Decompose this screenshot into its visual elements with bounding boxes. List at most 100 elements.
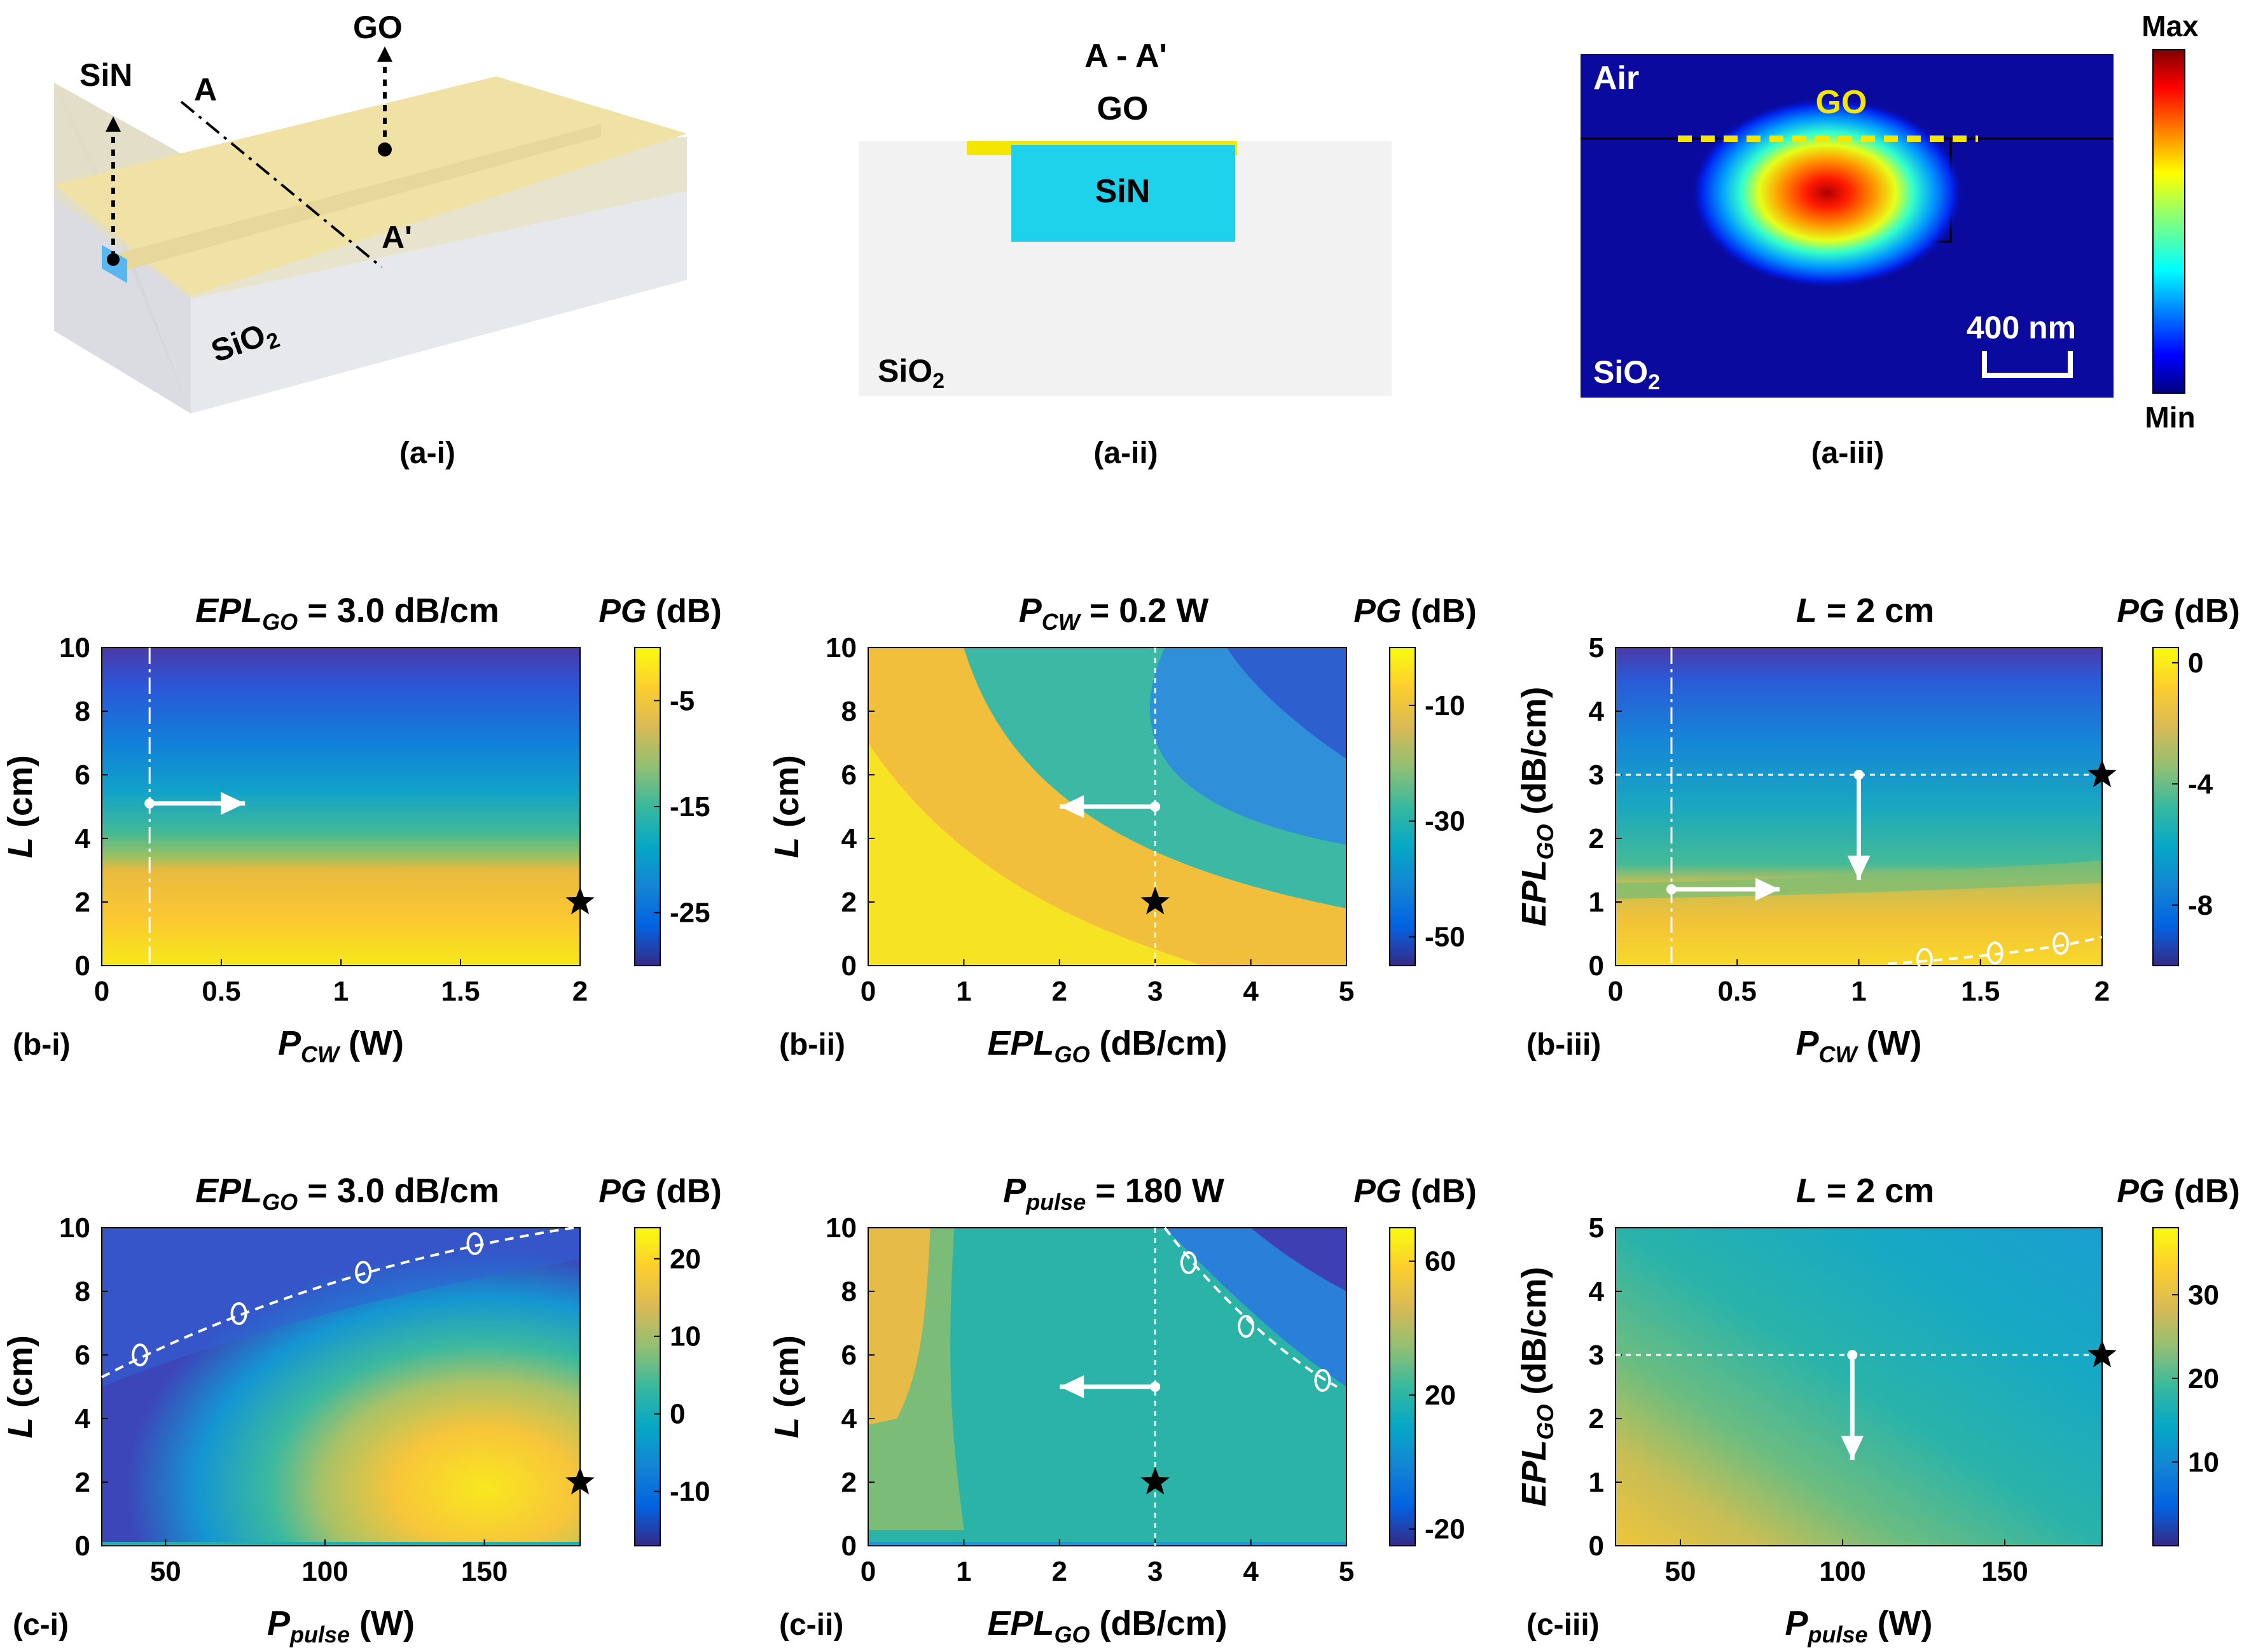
sin-core — [1011, 145, 1235, 242]
x-tick-label: 1 — [1851, 976, 1866, 1007]
optimum-star — [1140, 1467, 1170, 1495]
panel-label: (b-i) — [13, 1028, 71, 1062]
colorbar-tick-label: -15 — [670, 791, 710, 823]
y-tick-label: 4 — [1589, 1276, 1605, 1307]
x-tick-label: 1 — [333, 976, 349, 1007]
panel-a-i: SiN GO A A' SiO2 (a-i) — [54, 10, 687, 470]
contour-label — [1916, 948, 1933, 971]
optimum-star — [565, 1467, 595, 1495]
colorbar-tick-label: 30 — [2188, 1279, 2219, 1310]
contour-label — [1180, 1251, 1197, 1274]
heatmap-band-yellow — [868, 743, 1203, 966]
contour-label — [2052, 932, 2069, 955]
heatmap-bottom-band — [868, 1542, 1346, 1546]
y-tick-label: 10 — [826, 1212, 857, 1244]
x-tick-label: 0 — [861, 1556, 876, 1587]
panel-label: (c-iii) — [1526, 1608, 1600, 1642]
x-tick-label: 50 — [150, 1556, 181, 1587]
y-tick-label: 10 — [59, 632, 90, 663]
colorbar-tick-label: -50 — [1425, 922, 1465, 953]
cut-start-label: A — [194, 72, 217, 108]
go-label: GO — [353, 10, 403, 45]
x-axis-label: PCW (W) — [1796, 1024, 1922, 1067]
x-tick-label: 1.5 — [441, 976, 480, 1007]
y-tick-label: 2 — [841, 1467, 857, 1498]
y-tick-label: 1 — [1589, 1467, 1604, 1498]
colorbar-tick-label: -10 — [670, 1476, 710, 1508]
x-tick-label: 1 — [956, 1556, 971, 1587]
y-tick-label: 6 — [75, 1340, 90, 1371]
chart-title: EPLGO = 3.0 dB/cm — [195, 1172, 499, 1215]
go-label: GO — [1816, 84, 1867, 121]
y-axis-label: EPLGO (dB/cm) — [1515, 686, 1558, 926]
y-tick-label: 3 — [1589, 1340, 1604, 1371]
optimum-star — [2087, 760, 2117, 788]
zero-contour — [101, 1226, 574, 1378]
x-tick-label: 150 — [461, 1556, 508, 1587]
y-tick-label: 6 — [841, 1340, 857, 1371]
colorbar-tick-label: 0 — [2188, 648, 2203, 679]
contour-label — [466, 1232, 483, 1255]
y-tick-label: 5 — [1589, 632, 1604, 663]
y-tick-label: 2 — [841, 887, 857, 918]
y-axis-label: L (cm) — [768, 1335, 806, 1438]
colorbar — [634, 1227, 661, 1546]
y-tick-label: 1 — [1589, 887, 1604, 918]
y-tick-label: 0 — [841, 1531, 857, 1562]
heatmap-panel-b3: 0 0.5 1 1.5 2 0 1 2 3 4 5 PCW (W) EPLGO (dB/cm) L = 2… — [1515, 592, 2240, 1067]
sin-label: SiN — [80, 57, 132, 93]
substrate-label: SiO2 — [1593, 354, 1660, 394]
y-tick-label: 4 — [75, 1403, 91, 1434]
plot-frame — [101, 1227, 581, 1546]
x-tick-label: 4 — [1243, 976, 1259, 1007]
x-tick-label: 100 — [1819, 1556, 1865, 1587]
direction-arrow-head — [1841, 1436, 1864, 1460]
contour-label — [230, 1302, 247, 1325]
x-tick-label: 4 — [1243, 1556, 1259, 1587]
cross-section-title: A - A' — [1084, 38, 1167, 74]
go-pointer-dot — [378, 142, 392, 156]
y-tick-label: 0 — [841, 950, 857, 982]
y-tick-label: 0 — [75, 950, 90, 982]
contour-label — [1314, 1369, 1331, 1392]
x-tick-label: 5 — [1339, 976, 1354, 1007]
colorbar-min-label: Min — [2145, 401, 2195, 434]
heatmap-panel-b2: 0 1 2 3 4 5 0 2 4 6 8 10 EPLGO (dB/cm) L (cm) PCW = 0.… — [768, 592, 1477, 1067]
colorbar-title: PG (dB) — [1353, 1173, 1477, 1210]
plot-frame — [868, 1227, 1347, 1546]
colorbar-tick-label: 10 — [670, 1321, 701, 1352]
panel-label: (c-ii) — [779, 1608, 843, 1642]
heatmap-band-orange — [868, 1228, 931, 1425]
sin-label: SiN — [1095, 173, 1151, 210]
x-tick-label: 2 — [1052, 976, 1067, 1007]
heatmap-panel-c2: 0 1 2 3 4 5 0 2 4 6 8 10 EPLGO (dB/cm) L (cm) Ppulse =… — [768, 1172, 1477, 1648]
direction-arrow-head — [1060, 795, 1084, 818]
cut-end-label: A' — [382, 219, 412, 255]
y-tick-label: 2 — [1589, 823, 1604, 854]
panel-label: (c-i) — [13, 1608, 69, 1642]
y-tick-label: 4 — [1589, 696, 1605, 727]
sin-waveguide-ridge — [114, 124, 601, 274]
x-tick-label: 1.5 — [1961, 976, 2000, 1007]
colorbar-tick-label: -4 — [2188, 768, 2213, 800]
heatmap-panel-c3: 50 100 150 0 1 2 3 4 5 Ppulse (W) EPLGO (dB/cm) L =… — [1515, 1172, 2240, 1648]
panel-label-a-iii: (a-iii) — [1811, 436, 1885, 470]
chart-title: EPLGO = 3.0 dB/cm — [195, 592, 499, 635]
y-tick-label: 10 — [59, 1212, 90, 1244]
panel-a-iii: Air GO SiO2 400 nm Max Min (a-iii) — [1581, 10, 2199, 470]
direction-arrow-head — [1755, 878, 1780, 901]
contour-label — [355, 1261, 372, 1284]
y-tick-label: 4 — [841, 1403, 857, 1434]
x-tick-label: 150 — [1981, 1556, 2028, 1587]
optimum-star — [1140, 887, 1170, 915]
colorbar — [2152, 1227, 2179, 1546]
y-tick-label: 0 — [1589, 1531, 1604, 1562]
scale-bar — [1982, 351, 2073, 378]
y-tick-label: 2 — [75, 887, 90, 918]
chart-title: L = 2 cm — [1796, 1172, 1935, 1210]
y-axis-label: L (cm) — [1, 755, 39, 858]
colorbar — [1389, 1227, 1416, 1546]
y-tick-label: 2 — [1589, 1403, 1604, 1434]
x-tick-label: 1 — [956, 976, 971, 1007]
